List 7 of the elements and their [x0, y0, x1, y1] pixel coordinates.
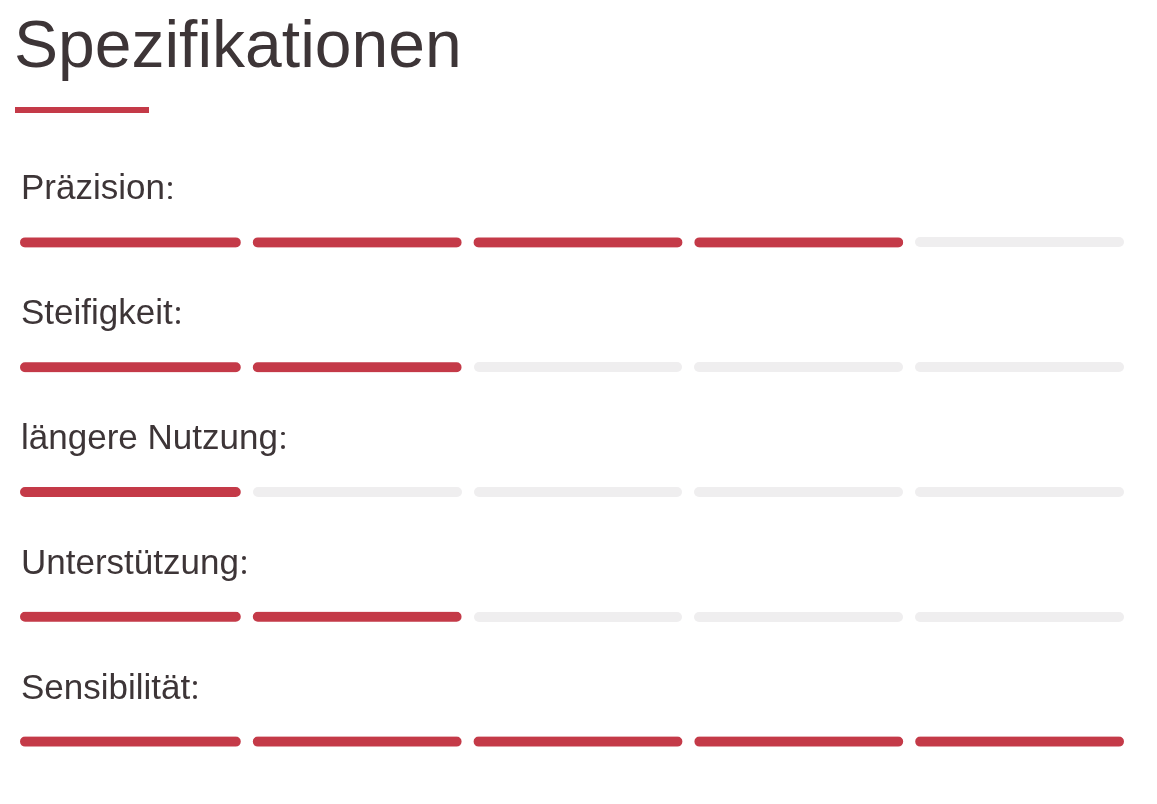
y-tick-label: Präzision: [21, 167, 165, 207]
y-tick-label: Sensibilität: [21, 666, 191, 706]
y-tick-label: längere Nutzung: [21, 417, 278, 456]
chart-title: Spezifikationen: [14, 7, 462, 81]
bar: [20, 486, 242, 498]
y-tick-label: Steifigkeit: [21, 292, 174, 332]
y-tick-label: Unterstützung: [21, 541, 239, 581]
